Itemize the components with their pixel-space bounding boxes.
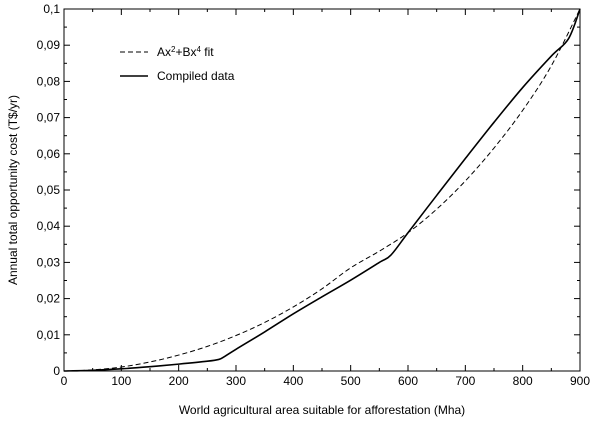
y-tick-label: 0,03 [37,255,61,269]
series-line-fit [63,8,581,372]
legend-label: Compiled data [157,69,235,83]
y-tick-label: 0,08 [37,74,61,88]
y-tick-label: 0,02 [37,292,61,306]
y-tick-label: 0,1 [43,2,60,16]
series-layer [63,8,581,372]
ticks [63,8,581,372]
y-tick-label: 0,06 [37,147,61,161]
x-tick-label: 900 [570,374,590,388]
y-tick-label: 0,07 [37,111,61,125]
y-tick-label: 0 [53,364,60,378]
x-tick-label: 800 [513,374,533,388]
x-tick-label: 400 [283,374,303,388]
x-tick-label: 100 [111,374,131,388]
tick-labels: 0 100 200 300 400 500 600 700 800 900 0 0,01 0,02 0,0… [37,2,591,388]
x-tick-label: 300 [226,374,246,388]
x-tick-label: 200 [169,374,189,388]
x-tick-label: 500 [341,374,361,388]
y-tick-label: 0,09 [37,38,61,52]
x-tick-label: 700 [455,374,475,388]
x-axis-title: World agricultural area suitable for aff… [179,403,465,417]
y-tick-label: 0,01 [37,328,61,342]
legend-label: Ax2+Bx4 fit [157,45,214,60]
y-tick-label: 0,05 [37,183,61,197]
legend: Ax2+Bx4 fit Compiled data [120,45,235,83]
plot-frame [63,8,581,372]
y-tick-label: 0,04 [37,219,61,233]
x-tick-label: 600 [398,374,418,388]
x-tick-label: 0 [61,374,68,388]
series-line-compiled-data [63,8,581,372]
y-axis-title: Annual total opportunity cost (T$/yr) [6,95,20,285]
